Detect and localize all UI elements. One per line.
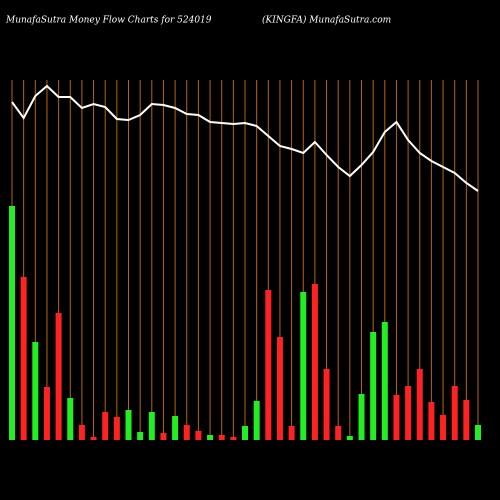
bar <box>381 322 388 440</box>
bar <box>335 426 342 440</box>
bar <box>90 437 97 440</box>
bar <box>218 435 225 440</box>
bar <box>148 412 155 440</box>
bar <box>463 400 470 440</box>
bar <box>172 416 179 440</box>
bar <box>311 284 318 440</box>
bar <box>323 369 330 440</box>
bar <box>346 436 353 440</box>
chart-title: MunafaSutra Money Flow Charts for 524019 <box>5 16 212 26</box>
bar <box>405 386 412 440</box>
bar <box>55 313 62 440</box>
bar <box>451 386 458 440</box>
bar <box>393 395 400 440</box>
bar <box>358 394 365 440</box>
bar <box>78 425 85 440</box>
bar <box>475 425 481 440</box>
bar <box>370 332 377 440</box>
bar <box>300 292 307 440</box>
bar <box>265 290 272 440</box>
bar <box>428 402 435 440</box>
chart-subtitle: (KINGFA) MunafaSutra.com <box>262 15 391 26</box>
bar <box>20 277 27 440</box>
bar <box>183 425 190 440</box>
bar <box>253 401 260 440</box>
bar <box>242 426 248 440</box>
bar <box>43 387 50 440</box>
bar <box>416 369 423 440</box>
bar <box>102 412 109 440</box>
bar <box>113 417 120 440</box>
bar <box>207 435 214 440</box>
bar <box>32 342 39 440</box>
bar <box>67 398 74 440</box>
bar <box>195 431 202 440</box>
money-flow-line <box>11 84 479 192</box>
bar <box>137 432 144 440</box>
bar <box>230 437 237 440</box>
bar <box>276 337 283 440</box>
bar <box>9 206 15 440</box>
bar <box>125 410 132 440</box>
bar <box>160 433 167 440</box>
bar <box>440 415 447 440</box>
bar <box>288 426 295 440</box>
